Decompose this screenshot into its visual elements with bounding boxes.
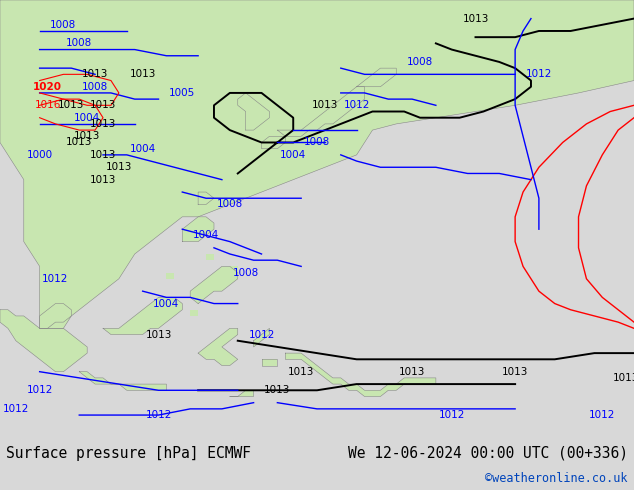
Text: 1013: 1013 xyxy=(66,138,93,147)
Text: 1012: 1012 xyxy=(344,100,370,110)
Text: 1013: 1013 xyxy=(90,150,116,160)
Polygon shape xyxy=(0,0,634,328)
Text: 1008: 1008 xyxy=(82,82,108,92)
Polygon shape xyxy=(167,272,174,279)
Text: 1008: 1008 xyxy=(66,38,93,49)
Polygon shape xyxy=(103,297,183,335)
Text: 1004: 1004 xyxy=(129,144,156,154)
Polygon shape xyxy=(79,372,167,390)
Text: 1013: 1013 xyxy=(312,100,338,110)
Text: 1004: 1004 xyxy=(193,230,219,241)
Polygon shape xyxy=(278,87,365,136)
Polygon shape xyxy=(230,390,254,396)
Text: 1013: 1013 xyxy=(58,100,84,110)
Polygon shape xyxy=(206,254,214,260)
Polygon shape xyxy=(198,192,214,204)
Polygon shape xyxy=(183,217,214,242)
Polygon shape xyxy=(40,304,72,328)
Text: 1013: 1013 xyxy=(90,100,116,110)
Text: 1016: 1016 xyxy=(34,100,61,110)
Text: 1004: 1004 xyxy=(74,113,100,122)
Text: Surface pressure [hPa] ECMWF: Surface pressure [hPa] ECMWF xyxy=(6,446,251,461)
Polygon shape xyxy=(262,359,278,366)
Text: 1004: 1004 xyxy=(280,150,306,160)
Text: 1013: 1013 xyxy=(613,373,634,383)
Text: 1012: 1012 xyxy=(145,410,172,420)
Polygon shape xyxy=(285,353,436,396)
Text: 1013: 1013 xyxy=(145,330,172,340)
Polygon shape xyxy=(254,328,269,347)
Polygon shape xyxy=(230,267,238,272)
Text: 1013: 1013 xyxy=(502,367,528,377)
Polygon shape xyxy=(190,267,238,304)
Text: 1005: 1005 xyxy=(169,88,195,98)
Text: 1013: 1013 xyxy=(129,70,156,79)
Text: 1013: 1013 xyxy=(264,385,290,395)
Polygon shape xyxy=(0,310,87,372)
Polygon shape xyxy=(198,328,238,366)
Text: 1008: 1008 xyxy=(233,268,259,277)
Text: 1013: 1013 xyxy=(106,162,132,172)
Text: 1008: 1008 xyxy=(50,20,77,30)
Text: 1000: 1000 xyxy=(27,150,53,160)
Text: 1004: 1004 xyxy=(153,298,179,309)
Text: 1012: 1012 xyxy=(439,410,465,420)
Text: 1013: 1013 xyxy=(288,367,314,377)
Text: 1008: 1008 xyxy=(407,57,433,67)
Text: 1012: 1012 xyxy=(27,385,53,395)
Text: 1020: 1020 xyxy=(33,82,62,92)
Polygon shape xyxy=(190,310,198,316)
Text: 1012: 1012 xyxy=(3,404,29,414)
Polygon shape xyxy=(238,93,269,130)
Text: 1013: 1013 xyxy=(90,174,116,185)
Text: 1013: 1013 xyxy=(399,367,425,377)
Text: ©weatheronline.co.uk: ©weatheronline.co.uk xyxy=(485,472,628,486)
Text: 1013: 1013 xyxy=(82,70,108,79)
Text: 1012: 1012 xyxy=(526,70,552,79)
Text: 1008: 1008 xyxy=(304,138,330,147)
Text: 1013: 1013 xyxy=(462,14,489,24)
Text: 1013: 1013 xyxy=(74,131,100,141)
Polygon shape xyxy=(262,136,285,148)
Polygon shape xyxy=(356,68,396,87)
Text: 1012: 1012 xyxy=(589,410,616,420)
Text: 1012: 1012 xyxy=(249,330,275,340)
Text: We 12-06-2024 00:00 UTC (00+336): We 12-06-2024 00:00 UTC (00+336) xyxy=(347,446,628,461)
Text: 1012: 1012 xyxy=(42,274,68,284)
Text: 1008: 1008 xyxy=(217,199,243,209)
Text: 1013: 1013 xyxy=(90,119,116,129)
